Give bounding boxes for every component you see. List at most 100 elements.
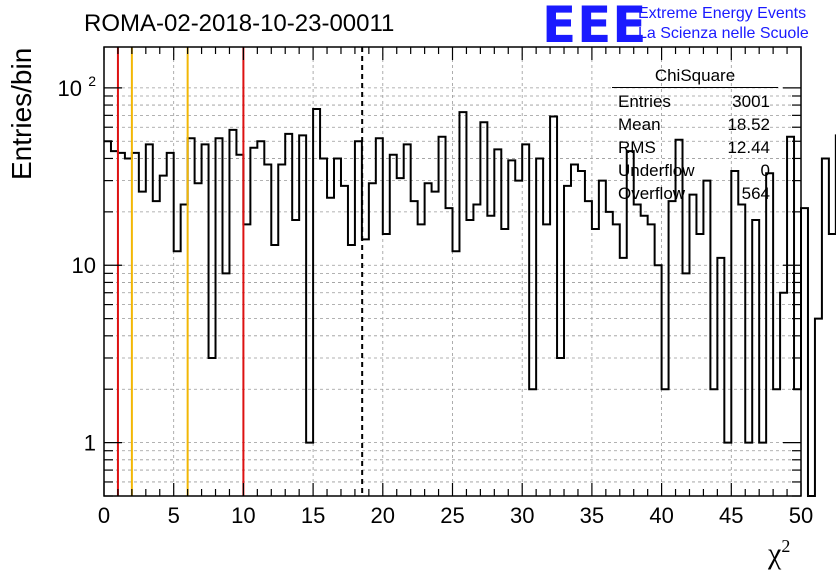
histogram-bin: [536, 158, 543, 496]
histogram-bin: [411, 201, 418, 496]
histogram-bin: [550, 116, 557, 496]
histogram-bin: [195, 183, 202, 496]
x-tick-label: 10: [231, 503, 255, 528]
histogram-outline: [104, 108, 836, 497]
histogram-bin: [362, 239, 369, 496]
x-tick-label: 50: [789, 503, 813, 528]
histogram-bin: [285, 134, 292, 496]
y-tick-label: 10: [72, 253, 96, 278]
histogram-bin: [341, 186, 348, 496]
histogram-bin: [669, 201, 676, 496]
x-tick-label: 45: [719, 503, 743, 528]
histogram-bin: [571, 164, 578, 496]
histogram-bin: [585, 201, 592, 496]
histogram-bin: [480, 122, 487, 496]
histogram-bin: [264, 164, 271, 496]
histogram-bin: [446, 208, 453, 496]
histogram-bin: [815, 319, 822, 496]
histogram-bin: [299, 135, 306, 496]
histogram-bin: [459, 112, 466, 496]
histogram-bin: [327, 198, 334, 496]
histogram-bin: [229, 130, 236, 496]
histogram-bin: [766, 173, 773, 496]
histogram-bin: [801, 208, 808, 496]
histogram-bin: [829, 234, 836, 496]
histogram-bin: [132, 153, 139, 496]
plot-title: ROMA-02-2018-10-23-00011: [84, 10, 395, 37]
y-tick-label-exponent: 2: [88, 73, 96, 89]
stats-row-rms: RMS 12.44: [618, 138, 770, 157]
x-tick-label: 15: [301, 503, 325, 528]
x-tick-label: 30: [510, 503, 534, 528]
histogram-bin: [125, 158, 132, 496]
x-tick-label: 40: [649, 503, 673, 528]
histogram-bin: [209, 358, 216, 496]
histogram-bin: [153, 201, 160, 496]
stats-row-mean: Mean 18.52: [618, 115, 770, 134]
histogram-bin: [222, 273, 229, 496]
x-tick-label: 25: [440, 503, 464, 528]
histogram-bin: [655, 265, 662, 496]
histogram-bin: [717, 258, 724, 496]
y-tick-label: 10: [58, 76, 82, 101]
histogram-bin: [111, 151, 118, 496]
histogram-bin: [606, 212, 613, 496]
stats-row-overflow: Overflow 564: [618, 184, 770, 203]
histogram-bin: [592, 229, 599, 496]
histogram-bin: [494, 149, 501, 496]
histogram-bin: [439, 137, 446, 496]
histogram-bin: [202, 144, 209, 496]
x-axis-label: χ2: [768, 536, 791, 570]
stats-row-entries: Entries 3001: [618, 92, 770, 111]
histogram-bin: [599, 181, 606, 496]
logo-line-1: Extreme Energy Events: [638, 5, 807, 22]
histogram-bin: [425, 183, 432, 496]
histogram-bin: [313, 109, 320, 496]
histogram-bin: [278, 164, 285, 496]
histogram-bin: [167, 153, 174, 496]
histogram-bin: [390, 155, 397, 496]
x-tick-label: 5: [168, 503, 180, 528]
histogram-bin: [501, 229, 508, 496]
histogram-bin: [522, 144, 529, 496]
histogram-bin: [369, 183, 376, 496]
histogram-bin: [397, 178, 404, 496]
histogram-bin: [780, 293, 787, 496]
histogram-bin: [473, 205, 480, 496]
histogram-bin: [620, 258, 627, 496]
histogram-bin: [174, 251, 181, 496]
histogram-bin: [557, 358, 564, 496]
stats-box: ChiSquare Entries 3001 Mean 18.52 RMS 12.44…: [612, 66, 778, 205]
histogram-bin: [320, 158, 327, 496]
histogram-bin: [250, 148, 257, 496]
histogram-bin: [703, 181, 710, 496]
histogram-bin: [578, 171, 585, 496]
y-tick-label: 1: [84, 431, 96, 456]
histogram-bin: [146, 144, 153, 496]
histogram-bin: [508, 160, 515, 496]
histogram-bin: [641, 216, 648, 496]
histogram-bin: [118, 153, 125, 496]
histogram-bin: [236, 155, 243, 496]
x-tick-label: 35: [580, 503, 604, 528]
histogram-bin: [822, 158, 829, 496]
stats-row-underflow: Underflow 0: [618, 161, 770, 180]
histogram-bin: [404, 144, 411, 496]
histogram-bin: [334, 158, 341, 496]
histogram-bin: [731, 171, 738, 496]
histogram-bin: [634, 205, 641, 496]
histogram-bin: [181, 205, 188, 496]
logo-line-2: La Scienza nelle Scuole: [638, 25, 809, 42]
stats-title: ChiSquare: [612, 66, 778, 88]
histogram-bin: [564, 186, 571, 496]
x-tick-label: 20: [371, 503, 395, 528]
histogram-bin: [738, 205, 745, 496]
histogram-bin: [487, 216, 494, 496]
histogram-bin: [683, 273, 690, 496]
eee-logo: EEE: [542, 0, 648, 54]
histogram-bin: [453, 251, 460, 496]
histogram-bin: [515, 181, 522, 496]
x-tick-label: 0: [98, 503, 110, 528]
